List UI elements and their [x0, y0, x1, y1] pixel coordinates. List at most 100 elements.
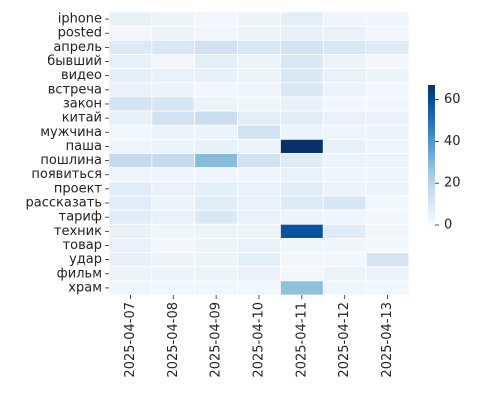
heatmap-cell — [237, 96, 281, 112]
y-tick-label: posted — [58, 26, 102, 41]
heatmap-cell — [280, 54, 324, 70]
heatmap-cell — [280, 82, 324, 98]
heatmap-cell — [237, 110, 281, 126]
heatmap-cell — [108, 237, 153, 253]
y-tick-label: проект — [54, 181, 103, 196]
y-tick-label: видео — [61, 68, 102, 83]
heatmap-cell — [194, 82, 238, 98]
heatmap-cell — [237, 82, 281, 98]
heatmap-cell — [108, 124, 153, 140]
heatmap-cell — [280, 280, 324, 296]
x-tick-label: 2025-04-12 — [337, 302, 352, 378]
y-tick-label: апрель — [53, 40, 102, 55]
heatmap-cell — [194, 181, 238, 197]
x-tick-label: 2025-04-09 — [209, 302, 224, 378]
heatmap-cell — [194, 110, 238, 126]
heatmap-cell — [280, 181, 324, 197]
heatmap-cell — [280, 252, 324, 268]
heatmap-cell — [365, 195, 410, 211]
heatmap-cell — [108, 223, 153, 239]
heatmap-cell — [237, 25, 281, 41]
heatmap-cell — [365, 138, 410, 154]
heatmap-cell — [365, 54, 410, 70]
heatmap-cell — [322, 124, 367, 140]
y-tick-label: iphone — [58, 12, 102, 27]
heatmap-cell — [194, 167, 238, 183]
heatmap-cell — [151, 25, 196, 41]
heatmap-cell — [237, 54, 281, 70]
heatmap-cell — [280, 25, 324, 41]
heatmap-cell — [280, 110, 324, 126]
heatmap-cell — [108, 181, 153, 197]
y-tick-label: закон — [63, 96, 102, 111]
heatmap-cell — [108, 39, 153, 55]
heatmap-cell — [108, 96, 153, 112]
heatmap-cell — [151, 237, 196, 253]
heatmap-cell — [237, 167, 281, 183]
heatmap-cell — [194, 11, 238, 27]
heatmap-cell — [365, 25, 410, 41]
colorbar — [428, 85, 435, 225]
heatmap-cell — [365, 39, 410, 55]
heatmap-cell — [365, 96, 410, 112]
y-tick-label: удар — [69, 252, 102, 267]
heatmap-cell — [322, 181, 367, 197]
heatmap-cell — [280, 195, 324, 211]
heatmap-cell — [108, 153, 153, 169]
heatmap-cell — [322, 195, 367, 211]
heatmap-cell — [237, 252, 281, 268]
heatmap-cell — [194, 39, 238, 55]
heatmap-cell — [108, 54, 153, 70]
heatmap-cell — [280, 209, 324, 225]
heatmap-cell — [108, 138, 153, 154]
heatmap-cell — [151, 96, 196, 112]
heatmap-cell — [194, 252, 238, 268]
heatmap-cell — [151, 223, 196, 239]
heatmap-cell — [322, 39, 367, 55]
heatmap-cell — [151, 68, 196, 84]
heatmap-cell — [108, 195, 153, 211]
heatmap-cell — [365, 223, 410, 239]
heatmap-cell — [151, 54, 196, 70]
heatmap-cell — [151, 153, 196, 169]
heatmap-cell — [237, 124, 281, 140]
y-tick-label: фильм — [57, 266, 102, 281]
heatmap-cell — [365, 82, 410, 98]
heatmap-cell — [237, 39, 281, 55]
y-tick-label: храм — [68, 280, 102, 295]
heatmap-cell — [151, 252, 196, 268]
heatmap-cell — [151, 266, 196, 282]
heatmap-cell — [237, 153, 281, 169]
heatmap-cell — [237, 11, 281, 27]
heatmap-cell — [237, 266, 281, 282]
colorbar-tick-label: 0 — [444, 218, 452, 233]
heatmap-cell — [322, 110, 367, 126]
heatmap-cell — [365, 209, 410, 225]
heatmap-cell — [280, 138, 324, 154]
heatmap-cell — [322, 167, 367, 183]
heatmap-cell — [108, 25, 153, 41]
heatmap-cell — [365, 124, 410, 140]
x-tick-label: 2025-04-13 — [380, 302, 395, 378]
heatmap-cell — [194, 266, 238, 282]
y-tick-label: рассказать — [26, 196, 102, 211]
y-tick-label: пошлина — [40, 153, 102, 168]
heatmap-cell — [194, 195, 238, 211]
heatmap-cell — [280, 266, 324, 282]
y-tick-label: бывший — [47, 54, 102, 69]
heatmap-cell — [108, 11, 153, 27]
heatmap-cell — [194, 237, 238, 253]
heatmap-cell — [365, 68, 410, 84]
heatmap-cell — [365, 153, 410, 169]
heatmap-cell — [151, 110, 196, 126]
heatmap-cell — [108, 82, 153, 98]
heatmap-cell — [151, 167, 196, 183]
heatmap-cell — [280, 124, 324, 140]
heatmap-cell — [322, 252, 367, 268]
heatmap-cell — [280, 96, 324, 112]
heatmap-cell — [280, 39, 324, 55]
heatmap-cell — [365, 167, 410, 183]
heatmap-cell — [280, 223, 324, 239]
heatmap-cell — [322, 68, 367, 84]
